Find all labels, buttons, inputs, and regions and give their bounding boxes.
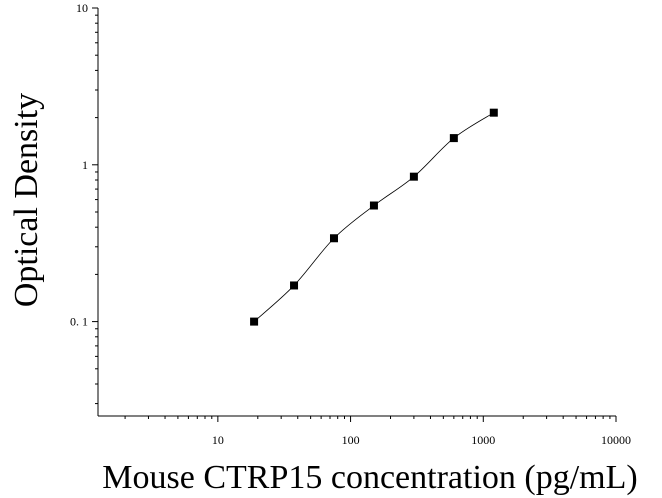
y-ticks: 0. 1 1 10 (70, 1, 98, 405)
data-points (250, 108, 498, 326)
x-tick-label: 10000 (601, 433, 631, 447)
y-tick-label: 10 (76, 1, 88, 15)
x-ticks: 10 100 1000 10000 (124, 416, 631, 447)
data-point (329, 234, 338, 243)
fit-curve (253, 112, 495, 322)
y-tick-label: 0. 1 (70, 315, 88, 329)
axes (97, 8, 616, 417)
data-point (369, 201, 378, 210)
data-point (250, 317, 259, 326)
y-axis-title: Optical Density (8, 93, 45, 307)
data-point (449, 134, 458, 143)
x-tick-label: 100 (342, 433, 360, 447)
x-tick-label: 10 (212, 433, 224, 447)
data-point (409, 172, 418, 181)
y-tick-label: 1 (82, 158, 88, 172)
x-axis-title: Mouse CTRP15 concentration (pg/mL) (102, 459, 637, 496)
data-point (489, 108, 498, 117)
x-tick-label: 1000 (471, 433, 495, 447)
data-point (290, 281, 299, 290)
